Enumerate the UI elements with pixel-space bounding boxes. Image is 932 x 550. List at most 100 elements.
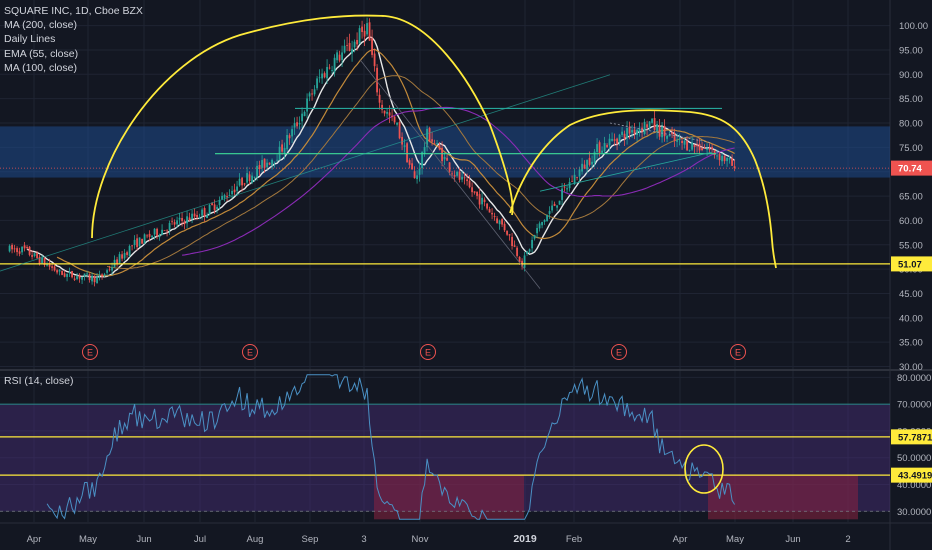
- candle-body: [473, 191, 476, 193]
- candle-body: [301, 113, 303, 122]
- candle-body: [418, 168, 421, 175]
- candle-body: [681, 140, 683, 144]
- candle-body: [376, 67, 378, 93]
- candle-body: [166, 230, 168, 232]
- earnings-marker: [730, 344, 746, 360]
- candle-body: [393, 116, 396, 123]
- candle-body: [426, 128, 428, 148]
- candle-body: [451, 173, 453, 175]
- candle-body: [701, 148, 703, 151]
- candle-body: [73, 278, 76, 280]
- candle-body: [676, 140, 678, 142]
- earnings-marker-label: E: [247, 348, 253, 358]
- legend-daily-lines[interactable]: Daily Lines: [4, 33, 56, 46]
- candle-body: [428, 128, 431, 141]
- candle-body: [671, 132, 673, 135]
- candle-body: [323, 73, 326, 78]
- candle-body: [686, 141, 688, 151]
- candle-body: [66, 273, 68, 277]
- candle-body: [726, 157, 728, 162]
- candle-body: [566, 188, 568, 190]
- candle-body: [638, 128, 641, 132]
- candle-body: [58, 269, 61, 272]
- candle-body: [456, 171, 458, 176]
- candle-body: [548, 211, 551, 214]
- candle-body: [573, 174, 576, 184]
- candle-body: [308, 93, 311, 97]
- candle-body: [623, 133, 626, 139]
- candle-body: [163, 230, 166, 231]
- rsi-lower-badge-bg: [891, 467, 932, 483]
- candle-body: [518, 256, 521, 263]
- price-tick-label: 95.00: [899, 45, 923, 56]
- price-tick-label: 85.00: [899, 94, 923, 105]
- candle-body: [541, 221, 543, 226]
- earnings-marker-label: E: [87, 348, 93, 358]
- candle-body: [226, 196, 228, 198]
- candle-body: [366, 23, 368, 35]
- candle-body: [441, 147, 443, 162]
- candle-body: [281, 144, 283, 152]
- candle-body: [311, 93, 313, 95]
- candle-body: [263, 158, 266, 168]
- candle-body: [18, 251, 21, 254]
- candle-body: [101, 274, 103, 277]
- candle-body: [306, 98, 308, 112]
- time-tick-label: May: [726, 534, 744, 545]
- candle-body: [531, 239, 533, 249]
- price-tick-label: 45.00: [899, 289, 923, 300]
- candle-body: [206, 214, 208, 219]
- candle-body: [651, 118, 653, 123]
- price-tick-label: 35.00: [899, 338, 923, 349]
- candle-body: [658, 125, 661, 137]
- candle-body: [38, 256, 41, 264]
- legend-title[interactable]: SQUARE INC, 1D, Cboe BZX: [4, 5, 143, 17]
- candle-body: [48, 263, 51, 267]
- legend-ma100[interactable]: MA (100, close): [4, 61, 77, 74]
- candle-body: [13, 248, 16, 250]
- cup-curve-right: [509, 109, 777, 269]
- candle-body: [108, 269, 111, 271]
- price-tick-label: 60.00: [899, 216, 923, 227]
- candle-body: [583, 164, 586, 169]
- rsi-legend[interactable]: RSI (14, close): [4, 375, 74, 387]
- candle-body: [68, 271, 71, 273]
- candle-body: [318, 77, 321, 79]
- candle-body: [188, 217, 191, 221]
- candle-body: [246, 173, 248, 183]
- candle-body: [71, 270, 73, 278]
- candle-body: [551, 205, 553, 211]
- rsi-upper-badge-bg: [891, 429, 932, 445]
- candle-body: [648, 121, 651, 128]
- candle-body: [388, 112, 391, 116]
- candle-body: [133, 239, 136, 246]
- candle-body: [193, 213, 196, 217]
- candle-body: [16, 248, 18, 253]
- candle-body: [603, 143, 606, 152]
- time-tick-label: May: [79, 534, 97, 545]
- cup-curve-left: [91, 14, 514, 239]
- candle-body: [458, 171, 461, 180]
- legend-ma200[interactable]: MA (200, close): [4, 19, 77, 32]
- candle-body: [126, 252, 128, 255]
- candle-body: [621, 131, 623, 135]
- candle-body: [86, 273, 88, 275]
- candle-body: [731, 158, 733, 166]
- last-price-badge-bg: [891, 160, 932, 176]
- candle-body: [228, 194, 231, 196]
- candle-body: [271, 159, 273, 166]
- candle-body: [293, 123, 296, 128]
- earnings-marker-label: E: [425, 348, 431, 358]
- legend-ema55[interactable]: EMA (55, close): [4, 47, 79, 60]
- candle-body: [56, 270, 58, 273]
- time-tick-label: Feb: [566, 534, 582, 545]
- candle-body: [403, 145, 406, 147]
- candle-body: [138, 237, 141, 247]
- candle-body: [203, 208, 206, 217]
- candle-body: [316, 78, 318, 89]
- candle-body: [33, 253, 36, 257]
- candle-body: [683, 140, 686, 145]
- rsi-tick-label: 50.0000: [897, 453, 931, 464]
- candle-body: [533, 234, 536, 239]
